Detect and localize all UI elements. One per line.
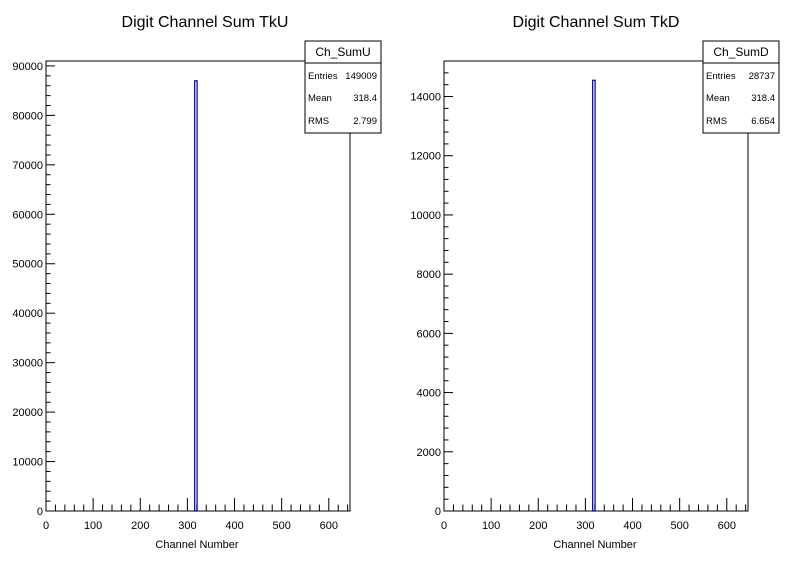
y-tick-label: 10000 <box>12 457 43 469</box>
x-tick-label: 600 <box>320 520 338 532</box>
chart-title: Digit Channel Sum TkD <box>513 14 680 31</box>
histogram-bars <box>194 80 198 512</box>
stats-label-mean: Mean <box>308 93 332 104</box>
plot-frame <box>443 60 749 512</box>
plot-frame <box>45 60 351 512</box>
y-tick-label: 12000 <box>410 151 441 163</box>
stats-label-entries: Entries <box>308 71 338 82</box>
x-tick-label: 400 <box>225 520 243 532</box>
y-tick-label: 20000 <box>12 407 43 419</box>
stats-label-mean: Mean <box>706 93 730 104</box>
x-tick-label: 100 <box>482 520 500 532</box>
stats-value-entries: 28737 <box>749 71 775 82</box>
x-tick-label: 300 <box>178 520 196 532</box>
y-tick-label: 2000 <box>417 447 441 459</box>
x-tick-label: 0 <box>441 520 447 532</box>
histogram-panel-tkd: Digit Channel Sum TkD 020004000600080001… <box>410 14 780 551</box>
y-tick-label: 50000 <box>12 259 43 271</box>
x-tick-label: 200 <box>529 520 547 532</box>
stats-value-mean: 318.4 <box>353 93 377 104</box>
chart-title: Digit Channel Sum TkU <box>122 14 289 31</box>
histogram-panel-tku: Digit Channel Sum TkU 0 10000 20000 30000 40… <box>12 14 382 551</box>
stats-name: Ch_SumD <box>713 45 769 59</box>
y-tick-label: 6000 <box>417 328 441 340</box>
y-tick-label: 14000 <box>410 92 441 104</box>
stats-name: Ch_SumU <box>315 45 370 59</box>
stats-value-entries: 149009 <box>345 71 377 82</box>
y-tick-label: 8000 <box>417 269 441 281</box>
stats-label-rms: RMS <box>706 116 727 127</box>
stats-box: Ch_SumU Entries 149009 Mean 318.4 RMS 2.… <box>304 40 382 134</box>
y-tick-label: 60000 <box>12 209 43 221</box>
y-tick-label: 0 <box>435 506 441 518</box>
x-tick-label: 600 <box>718 520 736 532</box>
y-tick-label: 40000 <box>12 308 43 320</box>
stats-box-frame <box>702 40 780 134</box>
x-tick-label: 500 <box>670 520 688 532</box>
histogram-bar <box>194 80 198 512</box>
y-tick-label: 4000 <box>417 388 441 400</box>
x-tick-label: 400 <box>623 520 641 532</box>
y-tick-label: 0 <box>37 506 43 518</box>
stats-value-rms: 6.654 <box>751 116 775 127</box>
y-tick-label: 30000 <box>12 358 43 370</box>
stats-label-entries: Entries <box>706 71 736 82</box>
x-axis: 0 100 200 300 400 500 600 <box>441 498 747 532</box>
x-tick-label: 200 <box>131 520 149 532</box>
x-tick-label: 0 <box>43 520 49 532</box>
y-tick-label: 90000 <box>12 61 43 73</box>
y-axis: 0 10000 20000 30000 40000 50000 60000 70000 8000… <box>12 61 55 518</box>
x-axis: 0 100 200 300 400 500 600 <box>43 498 349 532</box>
y-tick-label: 70000 <box>12 160 43 172</box>
stats-box: Ch_SumD Entries 28737 Mean 318.4 RMS 6.6… <box>702 40 780 134</box>
y-axis: 0 2000 4000 6000 8000 10000 12000 14000 <box>410 60 453 518</box>
x-axis-label: Channel Number <box>553 539 636 551</box>
stats-box-frame <box>304 40 382 134</box>
x-tick-label: 300 <box>576 520 594 532</box>
stats-label-rms: RMS <box>308 116 329 127</box>
x-tick-label: 500 <box>272 520 290 532</box>
histogram-bars <box>592 79 596 512</box>
y-tick-label: 80000 <box>12 110 43 122</box>
y-tick-label: 10000 <box>410 210 441 222</box>
stats-value-mean: 318.4 <box>751 93 775 104</box>
stats-value-rms: 2.799 <box>353 116 377 127</box>
x-tick-label: 100 <box>84 520 102 532</box>
histogram-bar <box>592 79 596 512</box>
x-axis-label: Channel Number <box>155 539 238 551</box>
